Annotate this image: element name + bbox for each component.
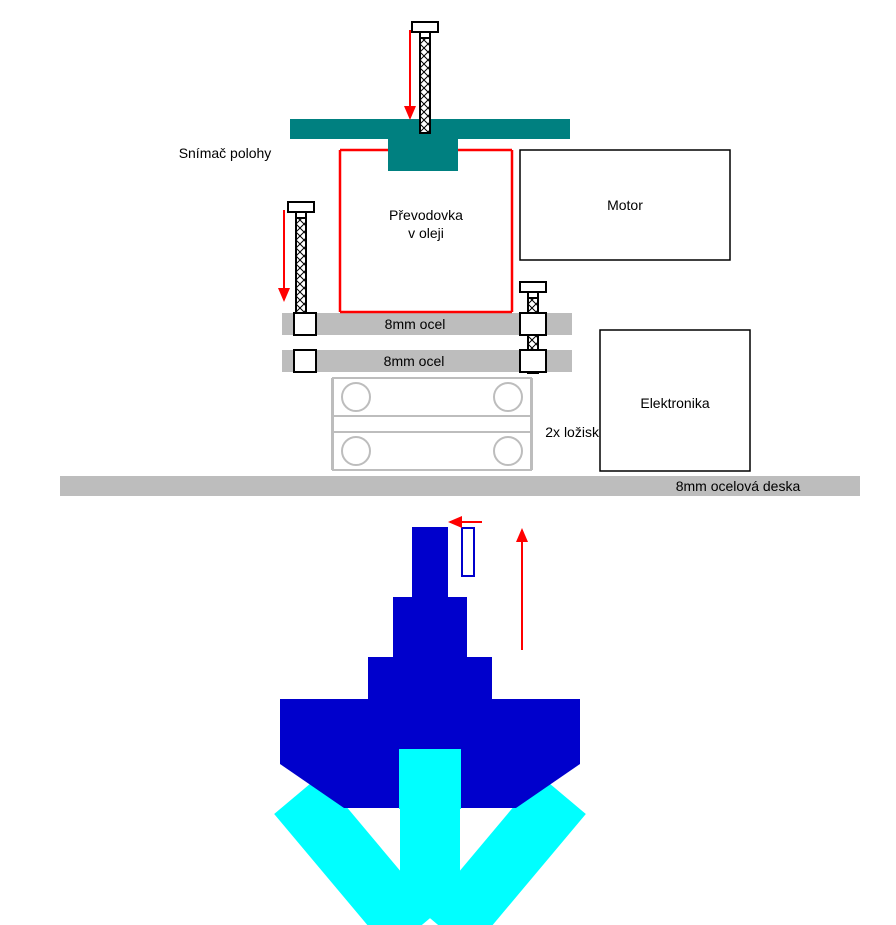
label-steel-2: 8mm ocel	[384, 353, 445, 369]
bearing-block	[332, 378, 532, 470]
label-motor: Motor	[607, 197, 643, 213]
label-bearing: 2x ložisko	[545, 424, 607, 440]
nut-left-1	[294, 313, 316, 335]
small-indicator	[462, 528, 474, 576]
	[420, 38, 430, 133]
nut-left-2	[294, 350, 316, 372]
label-steel-1: 8mm ocel	[385, 316, 446, 332]
label-gearbox-2: v oleji	[408, 225, 444, 241]
	[296, 218, 306, 313]
	[520, 313, 546, 335]
	[412, 22, 438, 32]
hub-stem-mid	[393, 597, 467, 657]
label-elektronika: Elektronika	[640, 395, 709, 411]
	[520, 350, 546, 372]
screw-right	[520, 282, 546, 373]
label-base-plate: 8mm ocelová deska	[676, 478, 801, 494]
	[520, 282, 546, 292]
screw-left	[288, 202, 314, 313]
screw-top	[412, 22, 438, 133]
hub-stem-low	[368, 657, 492, 699]
sensor-stem	[388, 139, 458, 171]
	[333, 416, 531, 432]
cyan-arm-front	[400, 750, 460, 918]
lower-assembly	[274, 522, 586, 925]
hub-stem-top	[412, 527, 448, 597]
label-sensor: Snímač polohy	[179, 145, 272, 161]
label-gearbox-1: Převodovka	[389, 207, 463, 223]
	[288, 202, 314, 212]
